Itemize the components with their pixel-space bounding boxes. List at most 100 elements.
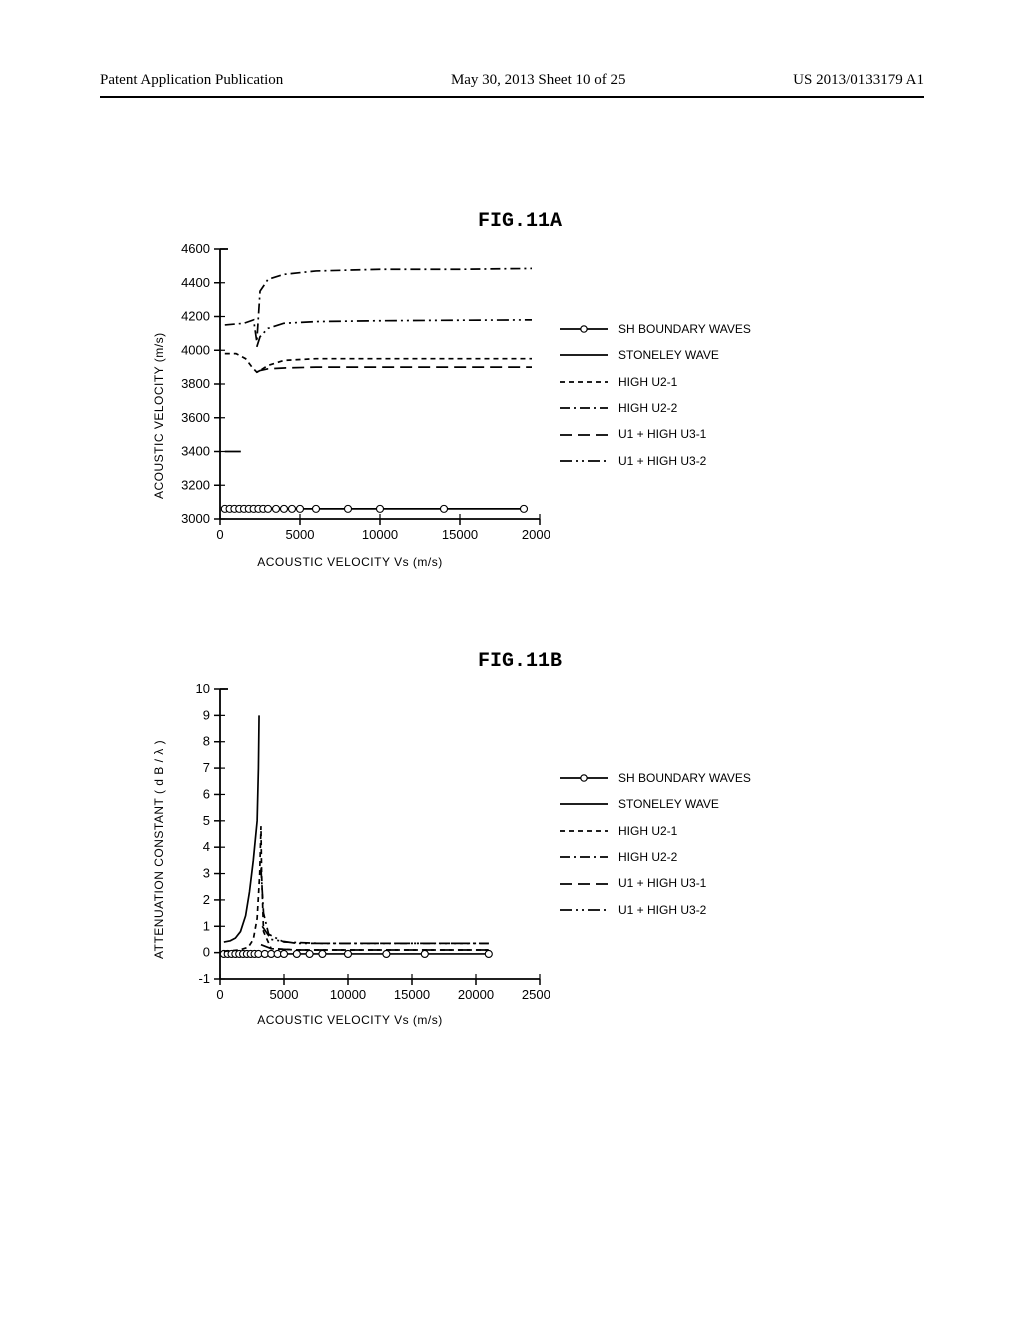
series-marker [293, 950, 300, 957]
legend-swatch [560, 797, 608, 811]
y-tick-label: 3800 [181, 376, 210, 391]
y-tick-label: 4000 [181, 342, 210, 357]
figure-a: FIG.11A 3000 3200 3400 3600 3800 4000 4200 4400… [150, 210, 890, 569]
series-marker [306, 950, 313, 957]
legend-label: HIGH U2-1 [618, 818, 677, 844]
series-marker [319, 950, 326, 957]
series-marker [289, 505, 296, 512]
x-tick-label: 10000 [362, 527, 398, 542]
series-marker [345, 505, 352, 512]
legend-swatch [560, 375, 608, 389]
figure-b-body: -10123456789100500010000150002000025000A… [150, 679, 890, 1009]
series-marker [273, 505, 280, 512]
legend-label: STONELEY WAVE [618, 342, 719, 368]
y-tick-label: 4400 [181, 275, 210, 290]
legend-row: U1 + HIGH U3-2 [560, 448, 751, 474]
legend-label: U1 + HIGH U3-2 [618, 448, 706, 474]
y-tick-label: 3400 [181, 444, 210, 459]
series-marker [281, 505, 288, 512]
legend-swatch [560, 903, 608, 917]
x-tick-label: 0 [216, 527, 223, 542]
legend-row: HIGH U2-1 [560, 818, 751, 844]
figure-b: FIG.11B -1012345678910050001000015000200… [150, 650, 890, 1027]
series-line [224, 826, 489, 951]
series-marker [485, 950, 492, 957]
legend-swatch [560, 401, 608, 415]
y-tick-label: 7 [203, 760, 210, 775]
legend-row: SH BOUNDARY WAVES [560, 316, 751, 342]
y-tick-label: 0 [203, 945, 210, 960]
figure-a-chart: 3000 3200 3400 3600 3800 4000 4200 4400 4600 0 500… [150, 239, 550, 551]
series-line [225, 268, 532, 341]
header-right: US 2013/0133179 A1 [793, 72, 924, 89]
figure-b-xlabel: ACOUSTIC VELOCITY Vs (m/s) [150, 1013, 550, 1027]
series-line [225, 354, 532, 373]
x-tick-label: 15000 [442, 527, 478, 542]
figure-b-chart: -10123456789100500010000150002000025000A… [150, 679, 550, 1009]
chart-svg: 3000 3200 3400 3600 3800 4000 4200 4400 4600 0 500… [150, 239, 550, 551]
legend-row: STONELEY WAVE [560, 342, 751, 368]
legend-row: U1 + HIGH U3-1 [560, 421, 751, 447]
series-marker [345, 950, 352, 957]
chart-svg: -10123456789100500010000150002000025000 [150, 679, 550, 1009]
y-tick-label: 5 [203, 813, 210, 828]
figure-a-title: FIG.11A [150, 210, 890, 233]
legend-swatch [560, 877, 608, 891]
y-tick-label: 4600 [181, 241, 210, 256]
series-marker [297, 505, 304, 512]
series-line [261, 868, 489, 943]
legend-row: HIGH U2-1 [560, 369, 751, 395]
y-tick-label: -1 [198, 971, 210, 986]
figure-a-body: 3000 3200 3400 3600 3800 4000 4200 4400 4600 0 500… [150, 239, 890, 551]
x-tick-label: 20000 [458, 987, 494, 1002]
legend-label: HIGH U2-1 [618, 369, 677, 395]
x-tick-label: 10000 [330, 987, 366, 1002]
y-tick-label: 1 [203, 918, 210, 933]
legend-label: U1 + HIGH U3-2 [618, 897, 706, 923]
header-left: Patent Application Publication [100, 72, 283, 89]
y-tick-label: 10 [196, 681, 210, 696]
series-line [257, 320, 532, 347]
y-tick-label: 2 [203, 892, 210, 907]
y-tick-label: 3600 [181, 410, 210, 425]
legend-swatch [560, 824, 608, 838]
series-marker [281, 950, 288, 957]
series-line [261, 945, 489, 950]
legend-row: HIGH U2-2 [560, 395, 751, 421]
series-marker [265, 505, 272, 512]
figure-a-xlabel: ACOUSTIC VELOCITY Vs (m/s) [150, 555, 550, 569]
y-tick-label: 3200 [181, 477, 210, 492]
y-tick-label: 3000 [181, 511, 210, 526]
legend-swatch [560, 454, 608, 468]
x-tick-label: 25000 [522, 987, 550, 1002]
legend-label: SH BOUNDARY WAVES [618, 765, 751, 791]
series-marker [377, 505, 384, 512]
legend-row: SH BOUNDARY WAVES [560, 765, 751, 791]
figure-b-legend: SH BOUNDARY WAVESSTONELEY WAVEHIGH U2-1H… [560, 765, 751, 923]
series-marker [313, 505, 320, 512]
y-axis-label: ATTENUATION CONSTANT ( d B / λ ) [152, 740, 166, 959]
legend-row: STONELEY WAVE [560, 791, 751, 817]
series-line [262, 926, 489, 943]
y-axis-label: ACOUSTIC VELOCITY (m/s) [152, 332, 166, 499]
series-marker [441, 505, 448, 512]
y-tick-label: 9 [203, 707, 210, 722]
legend-row: U1 + HIGH U3-2 [560, 897, 751, 923]
header-rule [100, 96, 924, 98]
legend-label: SH BOUNDARY WAVES [618, 316, 751, 342]
figure-b-title: FIG.11B [150, 650, 890, 673]
y-tick-label: 3 [203, 866, 210, 881]
legend-label: HIGH U2-2 [618, 844, 677, 870]
series-marker [421, 950, 428, 957]
x-tick-label: 20000 [522, 527, 550, 542]
header-center: May 30, 2013 Sheet 10 of 25 [451, 72, 626, 89]
legend-label: U1 + HIGH U3-1 [618, 421, 706, 447]
legend-label: HIGH U2-2 [618, 395, 677, 421]
y-tick-label: 4200 [181, 309, 210, 324]
legend-label: U1 + HIGH U3-1 [618, 870, 706, 896]
series-line [257, 367, 532, 372]
legend-swatch [560, 771, 608, 785]
x-tick-label: 5000 [286, 527, 315, 542]
legend-row: U1 + HIGH U3-1 [560, 870, 751, 896]
series-line [224, 715, 259, 942]
